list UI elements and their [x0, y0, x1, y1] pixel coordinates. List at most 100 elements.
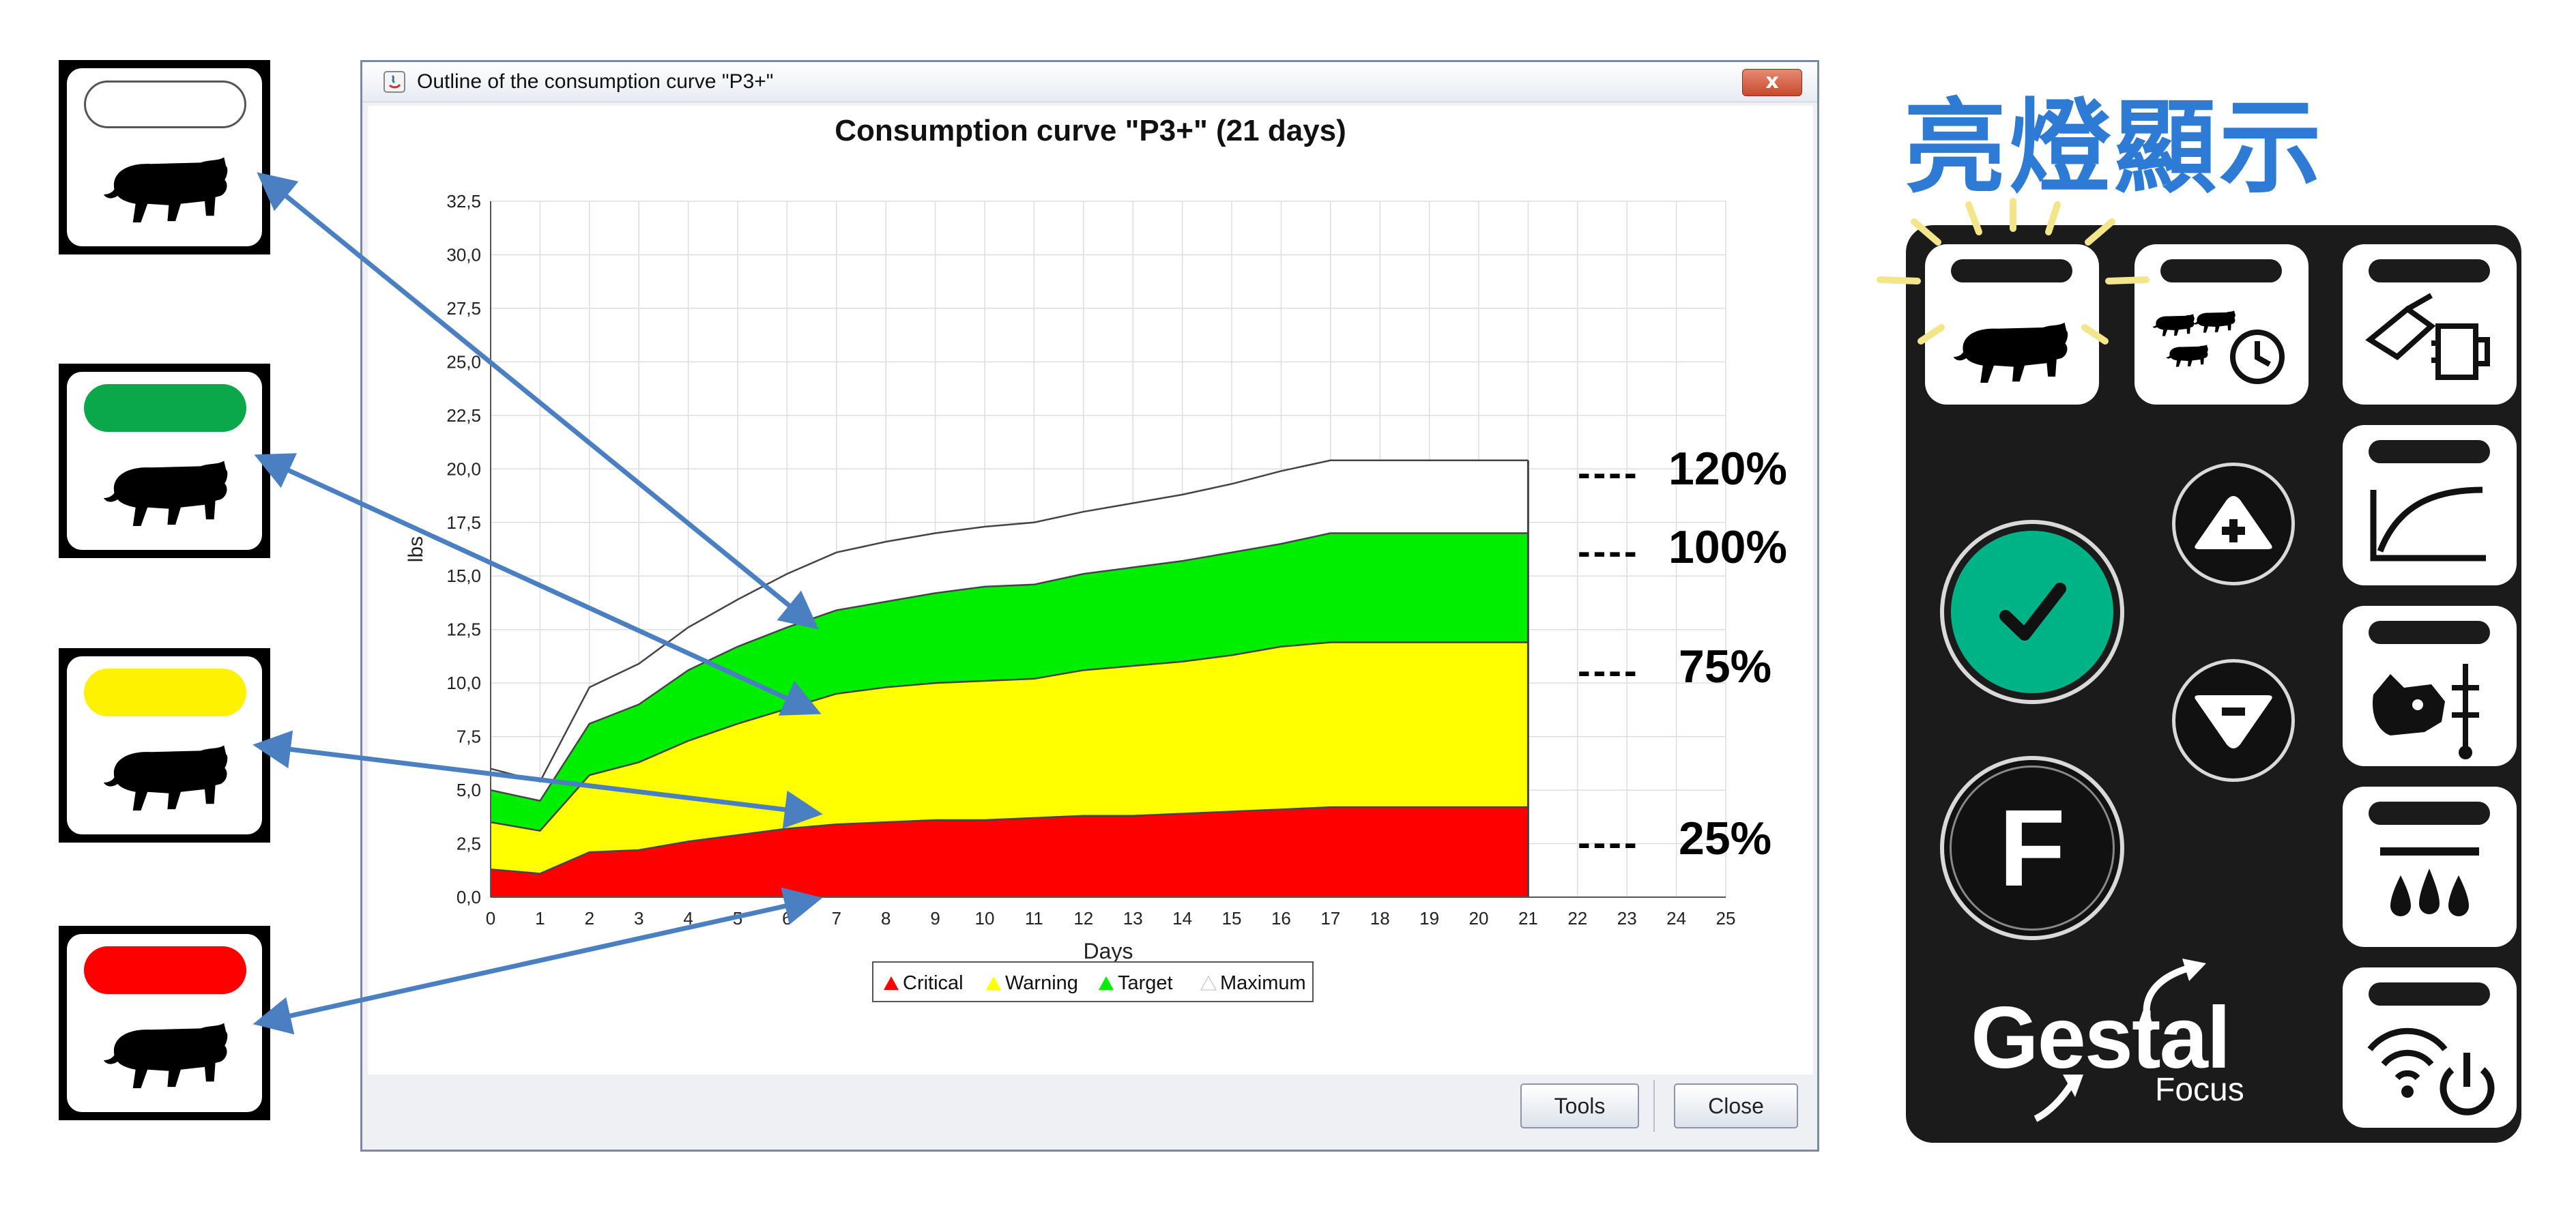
water-drops-icon — [2380, 847, 2479, 916]
feeder-button[interactable] — [2343, 244, 2517, 405]
wifi-power-button[interactable] — [2343, 967, 2517, 1128]
lamp-yellow — [84, 669, 246, 716]
indicator-bar — [2369, 259, 2490, 282]
brand-sub: Focus — [2155, 1072, 2244, 1108]
level-dashes: ---- — [1578, 451, 1640, 494]
legend-swatch-maximum — [1200, 975, 1217, 991]
water-button[interactable] — [2343, 787, 2517, 947]
y-tick-label: 2,5 — [457, 834, 481, 854]
x-tick-label: 14 — [1172, 908, 1192, 929]
y-tick-label: 0,0 — [457, 887, 481, 907]
x-tick-label: 7 — [832, 908, 841, 929]
x-tick-label: 11 — [1025, 908, 1043, 929]
triangle-up-plus-icon — [2195, 496, 2272, 549]
indicator-card-yellow — [59, 648, 270, 843]
brand-swoosh — [2034, 959, 2206, 1122]
window-title: Outline of the consumption curve "P3+" — [417, 70, 774, 93]
x-tick-label: 10 — [975, 908, 995, 929]
confirm-button[interactable] — [1940, 520, 2124, 704]
y-tick-label: 17,5 — [446, 512, 481, 533]
indicator-card-green — [59, 364, 270, 558]
x-tick-label: 4 — [683, 908, 693, 929]
gestal-control-panel: F Gestal Focus — [1906, 225, 2521, 1143]
lamp-red — [84, 946, 246, 994]
x-tick-label: 25 — [1716, 908, 1736, 929]
y-tick-label: 30,0 — [446, 244, 481, 265]
consumption-curve-window: Outline of the consumption curve "P3+" x… — [360, 60, 1819, 1152]
indicator-card-white — [59, 60, 270, 254]
check-icon — [1999, 583, 2066, 641]
x-tick-label: 24 — [1666, 908, 1686, 929]
y-axis-label: lbs — [405, 536, 427, 562]
x-tick-label: 2 — [585, 908, 594, 929]
function-button[interactable]: F — [1940, 756, 2124, 940]
legend-label-target: Target — [1118, 972, 1173, 994]
legend-label-critical: Critical — [903, 972, 964, 994]
decrease-button[interactable] — [2172, 659, 2295, 782]
line-critical — [490, 806, 1529, 875]
curve-icon — [2370, 486, 2486, 561]
y-tick-label: 15,0 — [446, 566, 481, 586]
pig-head-probe-icon — [2373, 664, 2479, 759]
y-tick-label: 32,5 — [446, 191, 481, 211]
lamp-display-heading: 亮燈顯示 — [1904, 89, 2325, 207]
chart-title: Consumption curve "P3+" (21 days) — [835, 114, 1346, 147]
close-button[interactable]: Close — [1674, 1083, 1798, 1128]
consumption-chart: 0 1 2 3 4 5 6 7 8 9 10 11 12 13 14 15 16 17 18 19 20 21 22 23 24… — [405, 191, 1736, 1002]
x-tick-label: 13 — [1123, 908, 1143, 929]
x-tick-label: 3 — [634, 908, 643, 929]
y-tick-label: 7,5 — [457, 727, 481, 747]
lamp-white — [84, 81, 246, 128]
brand-name: Gestal — [1971, 989, 2231, 1087]
legend-label-warning: Warning — [1005, 972, 1078, 994]
window-close-icon[interactable]: x — [1742, 69, 1802, 96]
legend-swatch-warning — [986, 976, 1001, 990]
legend-label-maximum: Maximum — [1220, 972, 1306, 994]
level-label-25: 25% — [1679, 813, 1772, 864]
level-label-120: 120% — [1668, 443, 1787, 495]
x-axis-label: Days — [1084, 939, 1133, 963]
level-label-100: 100% — [1668, 521, 1787, 573]
pig-icon — [103, 461, 228, 527]
level-dashes: ---- — [1578, 821, 1640, 864]
indicator-card-red — [59, 926, 270, 1120]
button-divider — [1653, 1080, 1655, 1132]
pigs-clock-icon — [2152, 310, 2285, 384]
indicator-bar — [2369, 621, 2490, 644]
x-tick-label: 16 — [1271, 908, 1291, 929]
x-tick-label: 15 — [1222, 908, 1242, 929]
x-tick-label: 20 — [1469, 908, 1489, 929]
y-tick-label: 5,0 — [457, 780, 481, 800]
x-tick-label: 21 — [1518, 908, 1538, 929]
pigs-clock-button[interactable] — [2134, 244, 2309, 405]
y-tick-label: 25,0 — [446, 351, 481, 372]
indicator-bar — [2160, 259, 2282, 282]
java-app-icon — [383, 71, 405, 93]
feeder-scoop-icon — [2365, 293, 2490, 380]
pig-button[interactable] — [1925, 244, 2099, 405]
curve-button[interactable] — [2343, 425, 2517, 585]
area-critical — [491, 807, 1529, 897]
level-dashes: ---- — [1578, 649, 1640, 692]
x-tick-label: 6 — [782, 908, 792, 929]
pig-icon — [103, 1023, 228, 1089]
level-dashes: ---- — [1578, 529, 1640, 572]
indicator-bar — [2369, 440, 2490, 463]
x-tick-label: 9 — [930, 908, 940, 929]
pig-head-probe-button[interactable] — [2343, 606, 2517, 766]
triangle-down-minus-icon — [2195, 695, 2272, 748]
y-tick-label: 27,5 — [446, 298, 481, 319]
x-tick-label: 0 — [486, 908, 495, 929]
x-tick-label: 22 — [1567, 908, 1587, 929]
window-titlebar: Outline of the consumption curve "P3+" x — [362, 62, 1817, 102]
x-tick-label: 8 — [881, 908, 891, 929]
x-tick-label: 19 — [1419, 908, 1439, 929]
pig-icon — [103, 745, 228, 811]
lit-glow-rays — [1877, 198, 2150, 345]
legend — [872, 961, 1314, 1002]
f-label: F — [1999, 787, 2066, 909]
increase-button[interactable] — [2172, 463, 2295, 585]
lamp-green — [84, 384, 246, 432]
tools-button[interactable]: Tools — [1520, 1083, 1639, 1128]
